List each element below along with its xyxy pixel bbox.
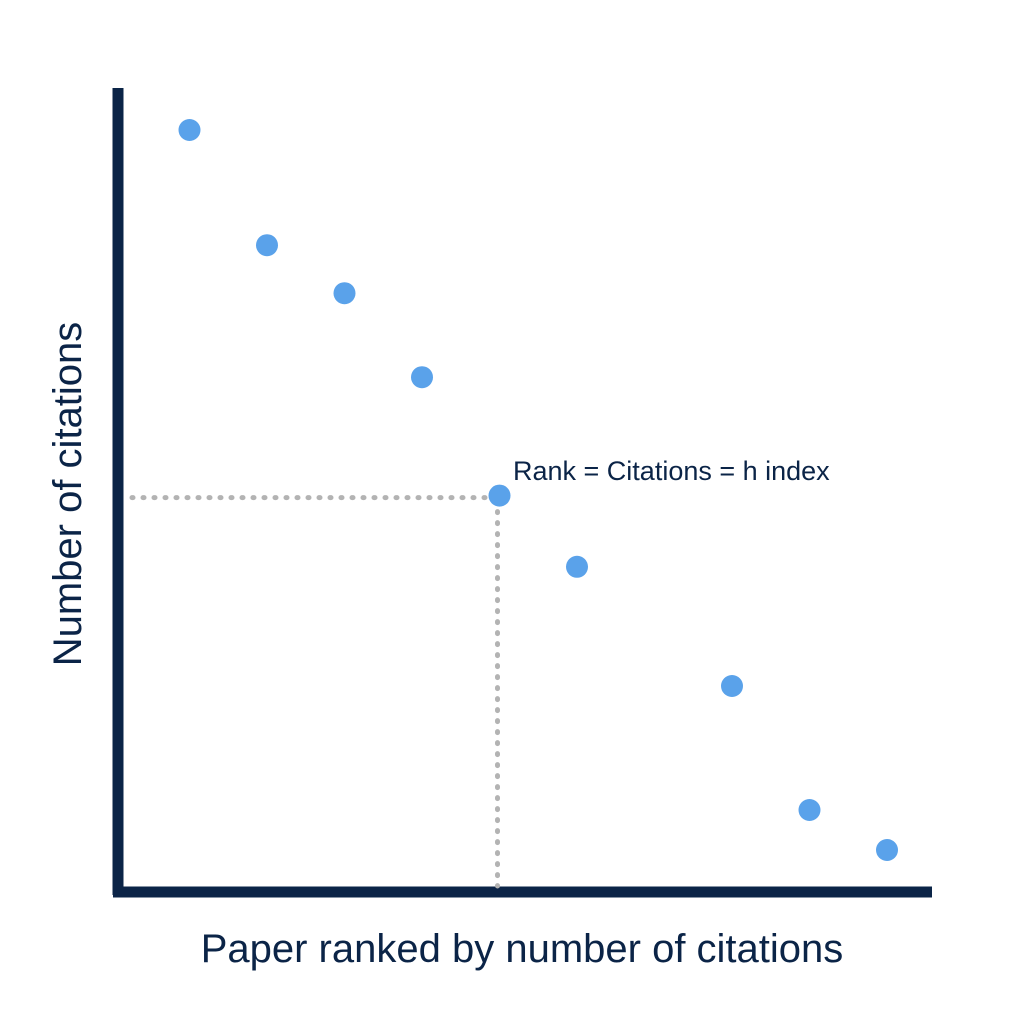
data-point-6 — [566, 555, 588, 578]
x-axis-label: Paper ranked by number of citations — [201, 927, 844, 971]
h-index-annotation: Rank = Citations = h index — [513, 456, 830, 486]
data-point-3 — [333, 282, 356, 305]
data-point-9 — [876, 839, 898, 861]
data-point-8 — [798, 799, 821, 821]
data-point-2 — [256, 234, 278, 257]
y-axis-label: Number of citations — [46, 322, 90, 667]
data-point-4 — [411, 366, 433, 389]
data-points — [178, 119, 898, 861]
data-point-1 — [178, 119, 201, 141]
data-point-7 — [721, 675, 743, 697]
data-point-5 — [488, 484, 511, 507]
